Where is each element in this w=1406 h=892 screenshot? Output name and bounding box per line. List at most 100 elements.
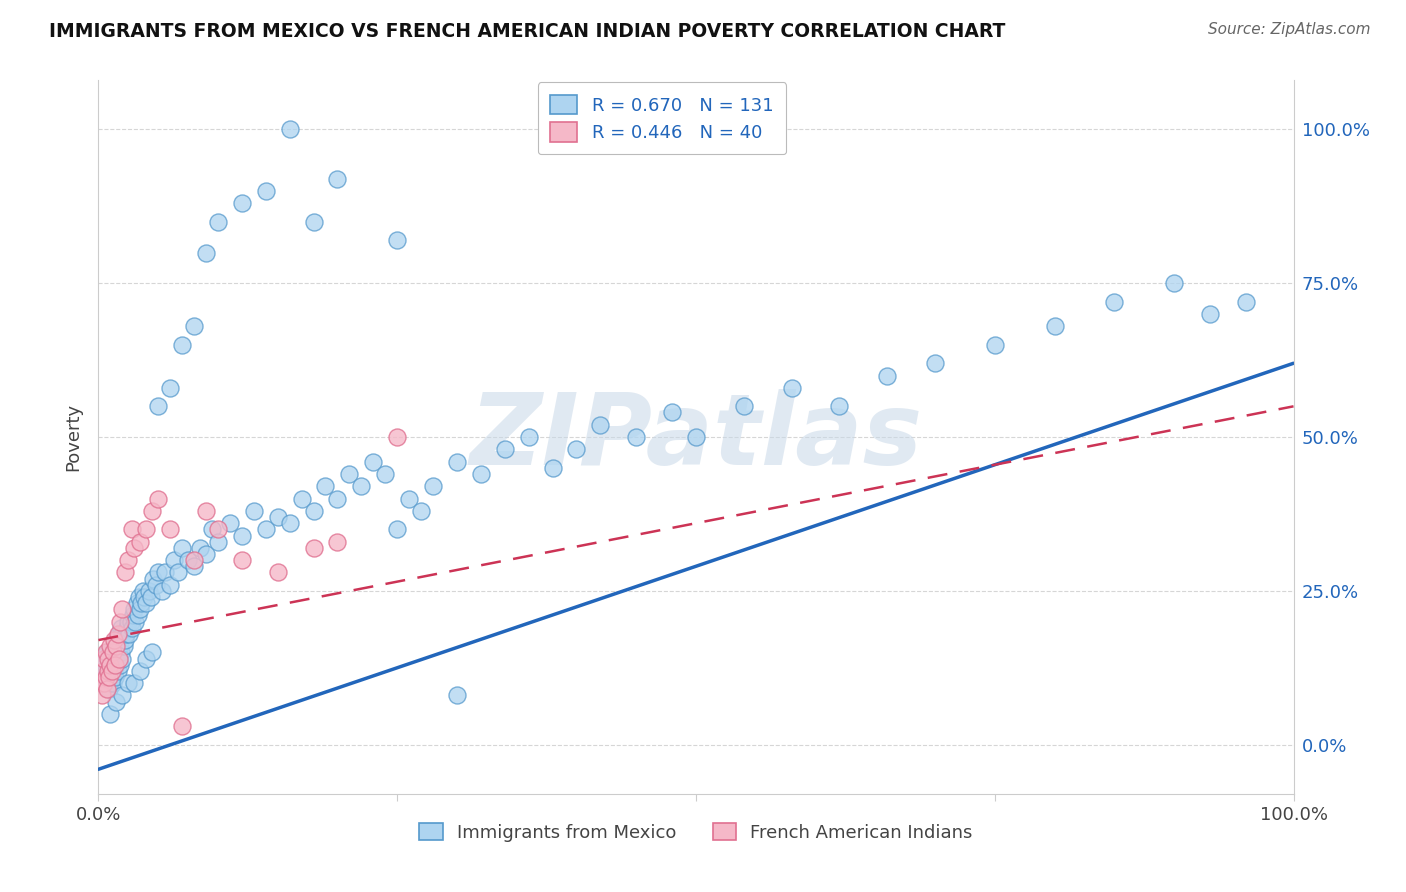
Point <box>97 657 120 672</box>
Text: Source: ZipAtlas.com: Source: ZipAtlas.com <box>1208 22 1371 37</box>
Point <box>278 516 301 531</box>
Point <box>661 405 683 419</box>
Point <box>115 627 138 641</box>
Y-axis label: Poverty: Poverty <box>65 403 83 471</box>
Point <box>159 522 181 536</box>
Point <box>231 196 253 211</box>
Point <box>135 596 157 610</box>
Point <box>148 400 170 414</box>
Point <box>188 541 211 555</box>
Point <box>494 442 516 457</box>
Point <box>183 559 205 574</box>
Point <box>97 664 120 678</box>
Point <box>93 676 115 690</box>
Point <box>150 583 173 598</box>
Point <box>177 553 200 567</box>
Point <box>129 602 152 616</box>
Point <box>98 670 121 684</box>
Point <box>422 479 444 493</box>
Point <box>98 664 122 678</box>
Point <box>315 479 337 493</box>
Point <box>626 430 648 444</box>
Point <box>148 491 170 506</box>
Point <box>104 657 127 672</box>
Point <box>100 657 122 672</box>
Point <box>195 245 218 260</box>
Point <box>117 615 139 629</box>
Point <box>96 676 118 690</box>
Point <box>107 664 129 678</box>
Point <box>108 657 131 672</box>
Point <box>141 645 163 659</box>
Point <box>107 645 129 659</box>
Point <box>110 621 132 635</box>
Point <box>267 510 290 524</box>
Point <box>94 670 117 684</box>
Point <box>91 689 114 703</box>
Point <box>1234 294 1257 309</box>
Point <box>129 664 152 678</box>
Point <box>254 522 277 536</box>
Point <box>231 528 253 542</box>
Point <box>135 522 157 536</box>
Point <box>350 479 373 493</box>
Point <box>148 566 170 580</box>
Point <box>103 664 125 678</box>
Point <box>108 615 131 629</box>
Point <box>145 578 167 592</box>
Point <box>446 689 468 703</box>
Point <box>125 596 148 610</box>
Point <box>219 516 242 531</box>
Point <box>97 651 120 665</box>
Point <box>111 627 134 641</box>
Point <box>111 651 134 665</box>
Point <box>93 651 115 665</box>
Point <box>207 215 229 229</box>
Point <box>94 645 117 659</box>
Point <box>924 356 946 370</box>
Point <box>131 596 153 610</box>
Point <box>90 676 112 690</box>
Point <box>101 676 124 690</box>
Point <box>96 682 118 697</box>
Point <box>195 504 218 518</box>
Point <box>96 645 118 659</box>
Point <box>108 639 131 653</box>
Point <box>93 670 115 684</box>
Point <box>138 583 160 598</box>
Point <box>159 381 181 395</box>
Point <box>112 639 135 653</box>
Point <box>93 651 115 665</box>
Point <box>589 417 612 432</box>
Point <box>183 319 205 334</box>
Point <box>124 676 146 690</box>
Point <box>142 572 165 586</box>
Point <box>470 467 492 481</box>
Point <box>124 602 146 616</box>
Point <box>159 578 181 592</box>
Point <box>103 633 125 648</box>
Point <box>302 215 325 229</box>
Point <box>984 338 1007 352</box>
Point <box>110 645 132 659</box>
Point <box>124 615 146 629</box>
Point <box>780 381 803 395</box>
Point <box>107 627 129 641</box>
Point <box>114 566 136 580</box>
Point <box>90 676 112 690</box>
Point <box>98 657 122 672</box>
Point <box>135 651 157 665</box>
Point <box>104 639 127 653</box>
Point <box>128 590 150 604</box>
Point <box>131 583 153 598</box>
Point <box>1163 277 1185 291</box>
Point <box>101 645 124 659</box>
Point <box>733 400 755 414</box>
Point <box>172 719 194 733</box>
Point <box>105 633 128 648</box>
Point <box>278 122 301 136</box>
Point <box>103 651 125 665</box>
Point <box>326 491 349 506</box>
Point <box>94 664 117 678</box>
Point <box>121 522 143 536</box>
